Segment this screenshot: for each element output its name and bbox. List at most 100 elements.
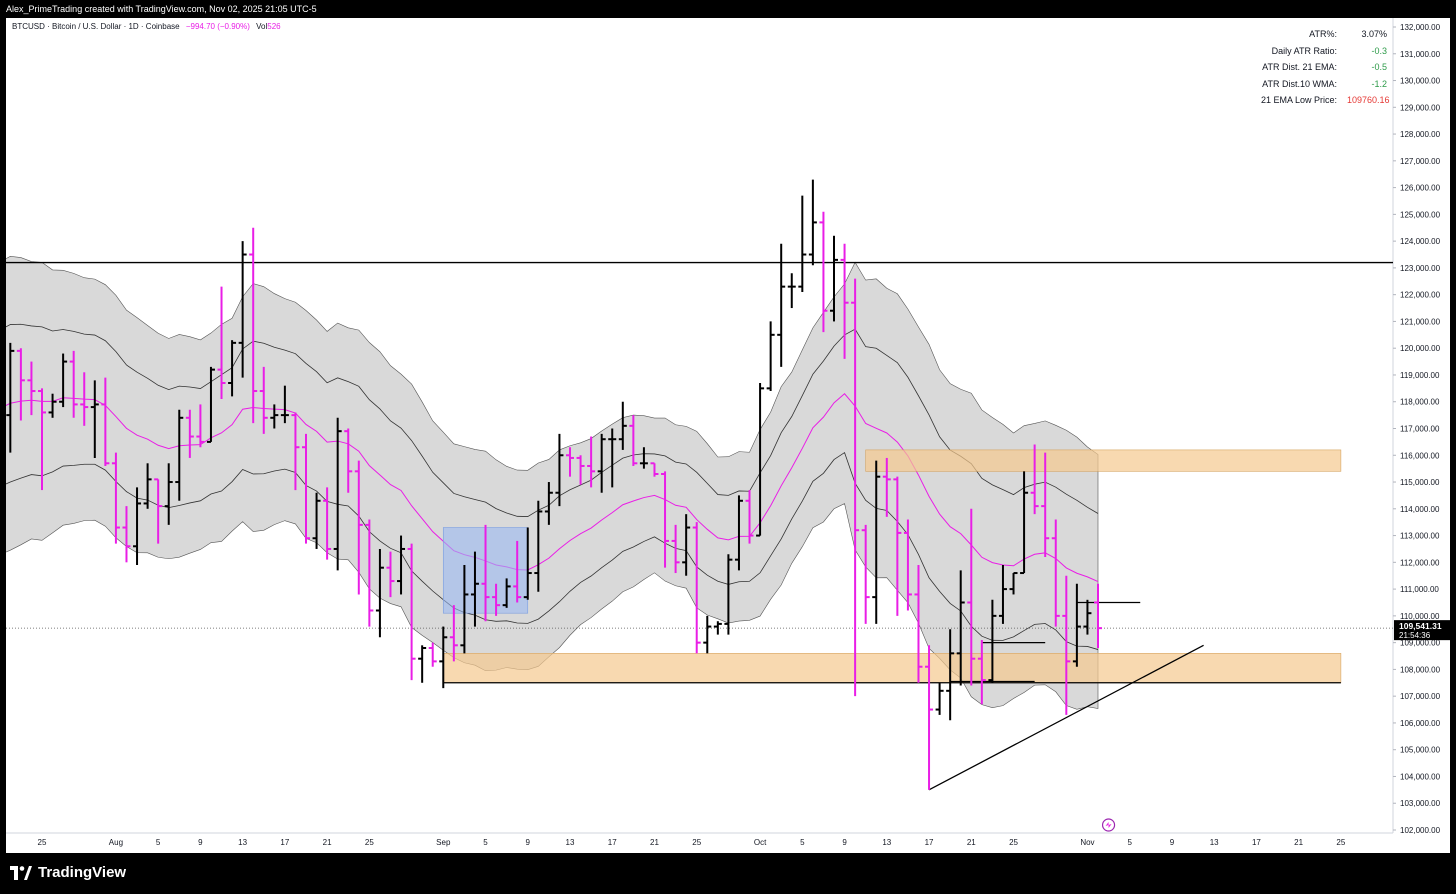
chart-svg[interactable]: 102,000.00 103,000.00 104,000.00 105,000.00…	[6, 18, 1450, 853]
atr-label: ATR%:	[1309, 29, 1337, 39]
ohlc-bar	[1030, 444, 1039, 515]
time-tick-label: 5	[483, 838, 488, 847]
ohlc-bar	[1009, 572, 1018, 595]
ohlc-bar	[365, 519, 374, 627]
ohlc-bar	[703, 615, 712, 654]
price-change: −994.70 (−0.90%)	[185, 22, 250, 31]
ohlc-bar	[344, 428, 353, 493]
ohlc-bar	[513, 540, 522, 603]
time-tick-label: 5	[156, 838, 161, 847]
ohlc-bar	[122, 506, 131, 563]
price-tick-label: 110,000.00	[1400, 612, 1440, 621]
price-tick-label: 114,000.00	[1400, 505, 1440, 514]
ohlc-bar	[270, 404, 279, 429]
ohlc-bar	[249, 227, 258, 424]
price-tick-label: 103,000.00	[1400, 799, 1441, 808]
ohlc-bar	[90, 380, 99, 458]
time-tick-label: Sep	[436, 838, 451, 847]
price-tick-label: 107,000.00	[1400, 692, 1441, 701]
price-tick-label: 132,000.00	[1400, 23, 1441, 32]
ohlc-bar	[998, 565, 1007, 624]
price-tick-label: 128,000.00	[1400, 130, 1441, 139]
ohlc-bar	[428, 642, 437, 667]
time-tick-label: 25	[1009, 838, 1018, 847]
ohlc-bar	[587, 436, 596, 488]
ohlc-bar	[397, 535, 406, 595]
ohlc-bar	[418, 645, 427, 683]
ohlc-bar	[460, 565, 469, 654]
atr-label: Daily ATR Ratio:	[1271, 45, 1337, 56]
ohlc-bar	[608, 428, 617, 488]
price-tick-label: 121,000.00	[1400, 317, 1441, 326]
price-tick-label: 105,000.00	[1400, 746, 1441, 755]
price-tick-label: 131,000.00	[1400, 50, 1441, 59]
caption-bar: Alex_PrimeTrading created with TradingVi…	[0, 0, 1456, 18]
ohlc-bar	[756, 382, 765, 537]
time-tick-label: 17	[1252, 838, 1261, 847]
ohlc-bar	[333, 417, 342, 571]
ohlc-bar	[312, 492, 321, 549]
time-tick-label: 9	[842, 838, 847, 847]
ohlc-bar	[502, 578, 511, 608]
ohlc-bar	[1062, 575, 1071, 715]
volume-value: 526	[267, 22, 281, 31]
ohlc-bar	[354, 460, 363, 595]
time-tick-label: 9	[526, 838, 531, 847]
ohlc-bar	[154, 478, 163, 544]
ohlc-bar	[798, 195, 807, 292]
ohlc-bar	[988, 599, 997, 683]
price-tick-label: 102,000.00	[1400, 826, 1441, 835]
price-tick-label: 106,000.00	[1400, 719, 1441, 728]
ohlc-bar	[576, 455, 585, 485]
ohlc-bar	[323, 487, 332, 560]
ohlc-bar	[925, 645, 934, 790]
atr-label: ATR Dist.10 WMA:	[1262, 78, 1337, 89]
ohlc-bar	[175, 409, 184, 501]
price-tick-label: 115,000.00	[1400, 478, 1440, 487]
time-tick-label: 25	[1336, 838, 1345, 847]
ohlc-bar	[280, 385, 289, 424]
ohlc-bar	[946, 629, 955, 721]
price-tick-label: 113,000.00	[1400, 532, 1440, 541]
price-tick-label: 104,000.00	[1400, 772, 1441, 781]
ohlc-bar	[618, 401, 627, 450]
ohlc-bar	[956, 570, 965, 686]
ohlc-bar	[745, 490, 754, 544]
time-tick-label: 5	[800, 838, 805, 847]
atr-inner-upper-line	[6, 323, 1099, 517]
ohlc-bar	[111, 452, 120, 544]
ohlc-bar	[1020, 471, 1029, 575]
price-zone	[865, 449, 1342, 472]
atr-row: ATR Dist.10 WMA: -1.2	[1261, 76, 1387, 93]
time-tick-label: 17	[608, 838, 617, 847]
atr-value: -1.2	[1371, 78, 1387, 89]
ohlc-bar	[650, 462, 659, 477]
atr-value: 109760.16	[1347, 95, 1390, 105]
ohlc-bar	[629, 415, 638, 466]
chart-panel[interactable]: 102,000.00 103,000.00 104,000.00 105,000.00…	[6, 18, 1450, 853]
ohlc-bar	[185, 409, 194, 458]
volume-label: Vol	[256, 22, 268, 31]
ohlc-bar	[777, 243, 786, 367]
trendline	[928, 644, 1204, 791]
price-tick-label: 127,000.00	[1400, 157, 1441, 166]
ohlc-bar	[597, 433, 606, 493]
atr-row: 21 EMA Low Price: 109760.16	[1261, 92, 1390, 109]
tradingview-logo[interactable]: TradingView	[10, 864, 126, 881]
price-tick-label: 117,000.00	[1400, 425, 1440, 434]
ohlc-bar	[302, 433, 310, 544]
ohlc-bar	[977, 639, 986, 705]
ohlc-bar	[69, 350, 78, 418]
time-tick-label: 17	[280, 838, 289, 847]
time-tick-label: 21	[967, 838, 976, 847]
time-tick-label: 25	[692, 838, 701, 847]
ohlc-bar	[639, 447, 648, 469]
ohlc-bar	[259, 366, 268, 434]
symbol-info: BTCUSD · Bitcoin / U.S. Dollar · 1D · Co…	[12, 22, 281, 31]
time-tick-label: 17	[925, 838, 934, 847]
price-axis-bg	[1393, 18, 1450, 853]
atr-row: Daily ATR Ratio: -0.3	[1261, 43, 1387, 60]
ohlc-bar	[692, 522, 701, 654]
ohlc-bar	[882, 457, 891, 517]
time-tick-label: Oct	[754, 838, 767, 847]
